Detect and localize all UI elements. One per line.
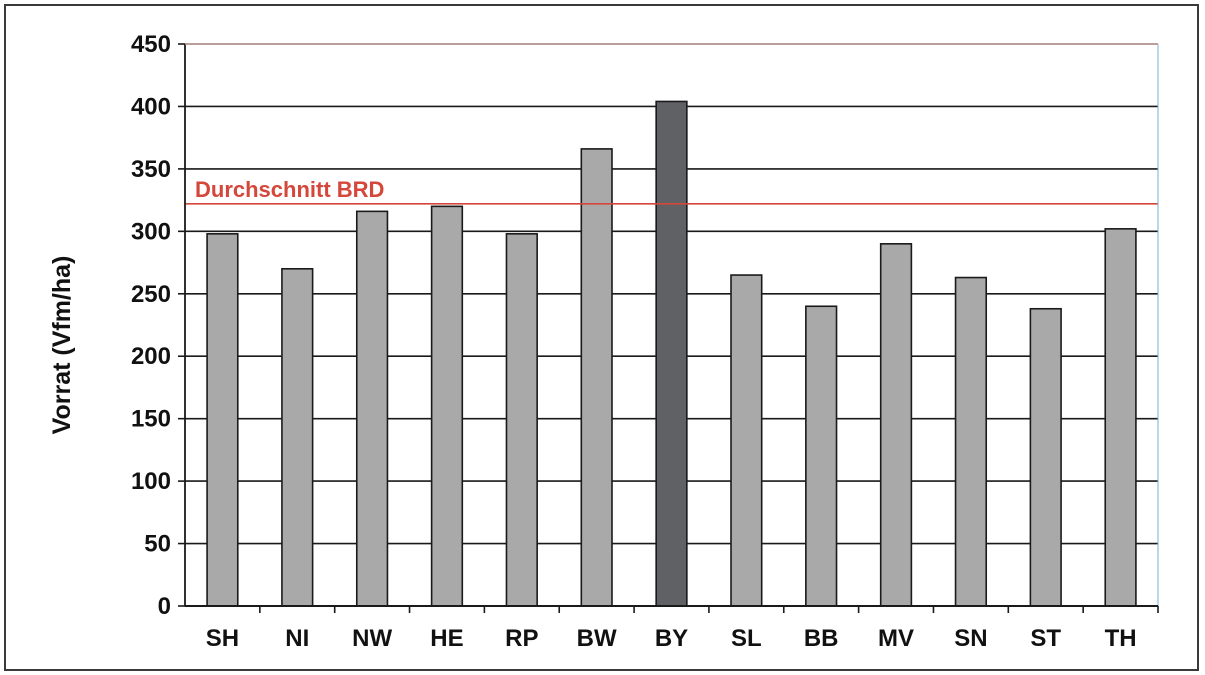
bar-nw (355, 210, 389, 607)
y-tick-label: 250 (131, 281, 171, 308)
x-tick-label-bw: BW (577, 625, 617, 652)
y-tick-label: 200 (131, 343, 171, 370)
y-tick-label: 100 (131, 468, 171, 495)
y-tick-label: 350 (131, 156, 171, 183)
bar-sl (730, 274, 763, 607)
bar-sh (206, 233, 239, 607)
x-tick-label-ni: NI (285, 625, 309, 652)
bar-mv (879, 243, 913, 607)
bar-st (1029, 307, 1062, 607)
bar-th (1104, 228, 1137, 607)
axes: 0 50 100 150 200 250 300 350 400 450 SH NI NW HE RP BW B… (131, 31, 1159, 652)
bars (206, 100, 1137, 607)
x-tick-label-sn: SN (954, 625, 987, 652)
y-tick-label: 0 (158, 593, 171, 620)
y-tick-label: 400 (131, 93, 171, 120)
y-tick-label: 50 (144, 531, 171, 558)
x-tick-label-mv: MV (878, 625, 914, 652)
x-tick-label-st: ST (1030, 625, 1061, 652)
y-tick-label: 300 (131, 218, 171, 245)
bar-ni (281, 267, 314, 607)
x-tick-label-nw: NW (352, 625, 392, 652)
bar-rp (505, 233, 538, 607)
x-tick-label-rp: RP (505, 625, 538, 652)
bar-sn (954, 276, 988, 607)
x-tick-label-by: BY (655, 625, 688, 652)
bar-bb (805, 305, 838, 607)
bar-by (655, 100, 688, 607)
bar-bw (580, 148, 613, 607)
bar-he (430, 205, 464, 607)
y-tick-label: 450 (131, 31, 171, 58)
y-tick-label: 150 (131, 406, 171, 433)
x-tick-label-sh: SH (206, 625, 239, 652)
y-axis-title: Vorrat (Vfm/ha) (48, 256, 76, 435)
reference-line-label: Durchschnitt BRD (195, 177, 384, 202)
x-tick-label-th: TH (1105, 625, 1137, 652)
x-tick-label-he: HE (430, 625, 463, 652)
x-tick-label-sl: SL (731, 625, 762, 652)
x-tick-label-bb: BB (804, 625, 839, 652)
